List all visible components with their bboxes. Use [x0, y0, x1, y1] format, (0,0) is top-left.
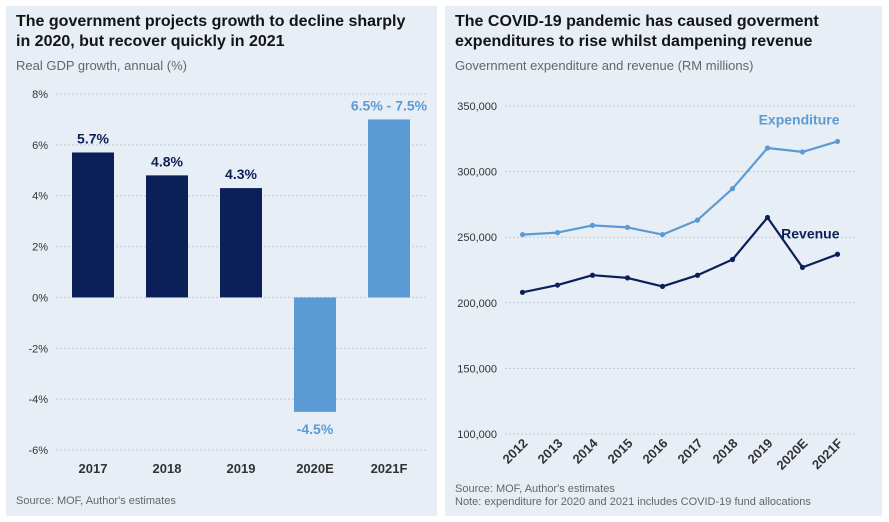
y-tick-label: -2%	[28, 343, 48, 355]
data-point	[729, 256, 736, 263]
expenditure-revenue-panel: The COVID-19 pandemic has caused goverme…	[445, 6, 882, 516]
x-category-label: 2018	[710, 436, 741, 467]
y-tick-label: -4%	[28, 394, 48, 406]
bar	[294, 297, 336, 412]
x-category-label: 2013	[535, 436, 566, 467]
data-point	[519, 289, 526, 295]
y-tick-label: -6%	[28, 445, 48, 457]
series-line-revenue	[522, 216, 838, 294]
y-tick-label: 350,000	[457, 101, 497, 113]
fiscal-chart-source: Source: MOF, Author's estimates Note: ex…	[455, 483, 811, 508]
x-category-label: 2021F	[809, 435, 846, 472]
gdp-chart-title: The government projects growth to declin…	[16, 13, 406, 50]
y-tick-label: 8%	[32, 89, 48, 101]
x-category-label: 2020E	[773, 435, 810, 472]
series-line-expenditure	[522, 140, 838, 236]
x-category-label: 2012	[500, 436, 531, 467]
y-tick-label: 4%	[32, 191, 48, 203]
y-tick-label: 100,000	[457, 429, 497, 441]
data-point	[624, 224, 631, 230]
data-point	[694, 217, 701, 223]
x-category-label: 2019	[227, 461, 256, 476]
data-point	[659, 283, 666, 289]
data-point	[589, 272, 596, 278]
bar	[220, 188, 262, 298]
data-point	[659, 231, 666, 238]
data-point	[729, 186, 736, 192]
x-category-label: 2015	[605, 436, 636, 467]
data-point	[624, 275, 631, 281]
series-label: Expenditure	[759, 111, 840, 127]
fiscal-chart-title: The COVID-19 pandemic has caused goverme…	[455, 13, 819, 50]
x-category-label: 2014	[570, 435, 602, 467]
data-point	[764, 214, 771, 221]
bar-value-label: 4.3%	[225, 166, 257, 182]
data-point	[554, 230, 561, 236]
gdp-growth-panel: The government projects growth to declin…	[6, 6, 437, 516]
data-point	[554, 282, 561, 288]
y-tick-label: 6%	[32, 140, 48, 152]
fiscal-line-chart: 350,000 300,000 250,000 200,000 150,000 100,0…	[457, 101, 855, 473]
y-tick-label: 300,000	[457, 167, 497, 179]
x-category-label: 2017	[79, 461, 108, 476]
bar	[368, 119, 410, 298]
gdp-bar-chart: 8% 6% 4% 2% 0% -2% -4% -6% 5.7% 2017 4.8% 2018 4.3% 2…	[28, 89, 428, 476]
x-category-label: 2019	[745, 436, 776, 467]
y-tick-label: 0%	[32, 292, 48, 304]
x-category-label: 2017	[675, 436, 706, 467]
gdp-chart-source: Source: MOF, Author's estimates	[16, 495, 176, 507]
y-tick-label: 2%	[32, 242, 48, 254]
data-point	[799, 264, 806, 270]
x-category-label: 2021F	[371, 461, 408, 476]
fiscal-chart-subtitle: Government expenditure and revenue (RM m…	[455, 58, 754, 73]
bar-value-label: 6.5% - 7.5%	[351, 97, 428, 113]
y-tick-label: 250,000	[457, 232, 497, 244]
data-point	[834, 138, 841, 145]
data-point	[694, 272, 701, 278]
y-tick-label: 150,000	[457, 363, 497, 375]
gdp-chart-subtitle: Real GDP growth, annual (%)	[16, 58, 188, 73]
x-category-label: 2018	[153, 461, 182, 476]
data-point	[519, 231, 526, 238]
bar	[72, 152, 114, 298]
bar-value-label: 4.8%	[151, 153, 183, 169]
data-point	[799, 149, 806, 155]
x-category-label: 2016	[640, 436, 671, 467]
bar-value-label: 5.7%	[77, 130, 109, 146]
data-point	[764, 145, 771, 151]
bar-value-label: -4.5%	[297, 421, 334, 437]
y-tick-label: 200,000	[457, 298, 497, 310]
data-point	[834, 251, 841, 257]
data-point	[589, 222, 596, 228]
bar	[146, 175, 188, 298]
x-category-label: 2020E	[296, 461, 334, 476]
series-label: Revenue	[781, 225, 840, 241]
